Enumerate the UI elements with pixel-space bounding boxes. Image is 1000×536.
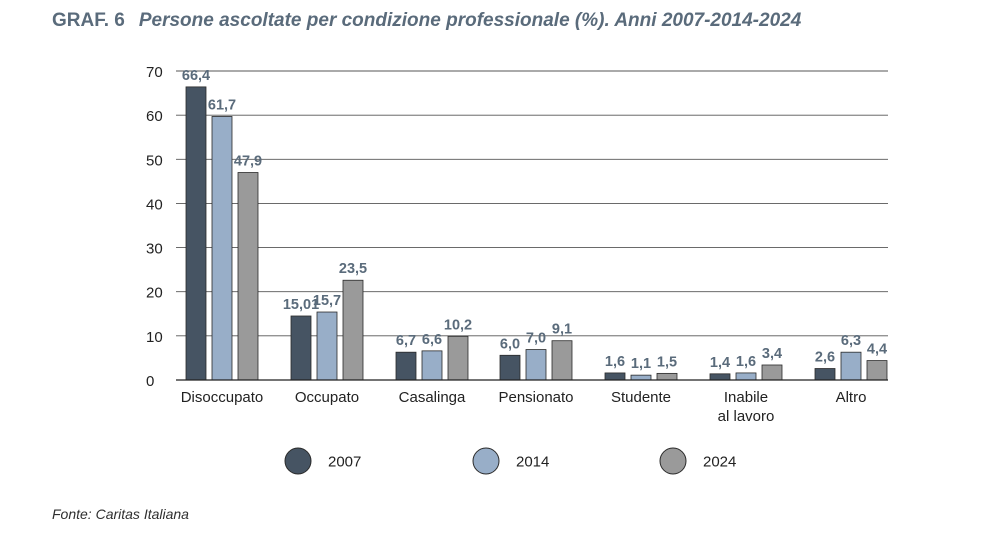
bar	[840, 351, 862, 381]
data-label: 9,1	[552, 322, 572, 338]
data-label: 47,9	[234, 154, 262, 170]
data-label: 1,6	[736, 354, 756, 370]
bar	[211, 116, 233, 381]
bar	[735, 372, 757, 381]
y-tick-label: 60	[146, 108, 163, 125]
chart-title: Persone ascoltate per condizione profess…	[138, 10, 802, 31]
data-label: 4,4	[867, 342, 887, 358]
y-tick-label: 50	[146, 152, 163, 169]
bar	[866, 360, 888, 381]
category-label: Altro	[836, 389, 867, 406]
data-label: 3,4	[762, 346, 782, 362]
bar	[551, 340, 573, 381]
data-label: 1,4	[710, 355, 730, 371]
y-tick-label: 70	[146, 64, 163, 81]
category-label: Casalinga	[399, 389, 466, 406]
data-label: 10,2	[444, 317, 472, 333]
data-label: 23,5	[339, 261, 367, 277]
bar	[525, 349, 547, 381]
data-label: 6,0	[500, 336, 520, 352]
bar	[316, 311, 338, 381]
bar	[761, 364, 783, 381]
data-label: 15,01	[283, 297, 319, 313]
y-tick-label: 10	[146, 329, 163, 346]
legend-marker	[659, 447, 687, 475]
data-label: 1,1	[631, 356, 651, 372]
legend-label: 2007	[328, 454, 361, 471]
bar	[342, 279, 364, 381]
data-label: 1,6	[605, 354, 625, 370]
bar	[185, 86, 207, 381]
data-label: 7,0	[526, 331, 546, 347]
bar	[290, 315, 312, 381]
bar	[709, 373, 731, 381]
category-label: Disoccupato	[181, 389, 264, 406]
y-tick-label: 40	[146, 196, 163, 213]
source-note: Fonte: Caritas Italiana	[52, 506, 189, 522]
data-label: 6,3	[841, 333, 861, 349]
legend-marker	[472, 447, 500, 475]
category-label: Pensionato	[498, 389, 573, 406]
legend-marker	[284, 447, 312, 475]
bar	[630, 374, 652, 381]
figure-number: GRAF. 6	[52, 10, 125, 31]
bar	[421, 350, 443, 381]
y-tick-label: 30	[146, 241, 163, 258]
bar	[395, 351, 417, 381]
category-label: Inabile	[724, 389, 768, 406]
data-label: 6,7	[396, 333, 416, 349]
category-label: al lavoro	[718, 408, 775, 425]
data-label: 6,6	[422, 332, 442, 348]
bar	[499, 354, 521, 381]
y-tick-label: 20	[146, 285, 163, 302]
bar	[237, 172, 259, 381]
legend-label: 2024	[703, 454, 736, 471]
legend-label: 2014	[516, 454, 549, 471]
data-label: 1,5	[657, 354, 677, 370]
data-label: 66,4	[182, 68, 210, 84]
data-label: 2,6	[815, 350, 835, 366]
data-label: 61,7	[208, 97, 236, 113]
bar	[604, 372, 626, 381]
bar	[814, 368, 836, 381]
category-label: Studente	[611, 389, 671, 406]
y-tick-label: 0	[146, 373, 154, 390]
bar	[656, 372, 678, 381]
chart-title-row: GRAF. 6 Persone ascoltate per condizione …	[52, 10, 801, 32]
bar	[447, 335, 469, 381]
data-label: 15,7	[313, 293, 341, 309]
category-label: Occupato	[295, 389, 359, 406]
